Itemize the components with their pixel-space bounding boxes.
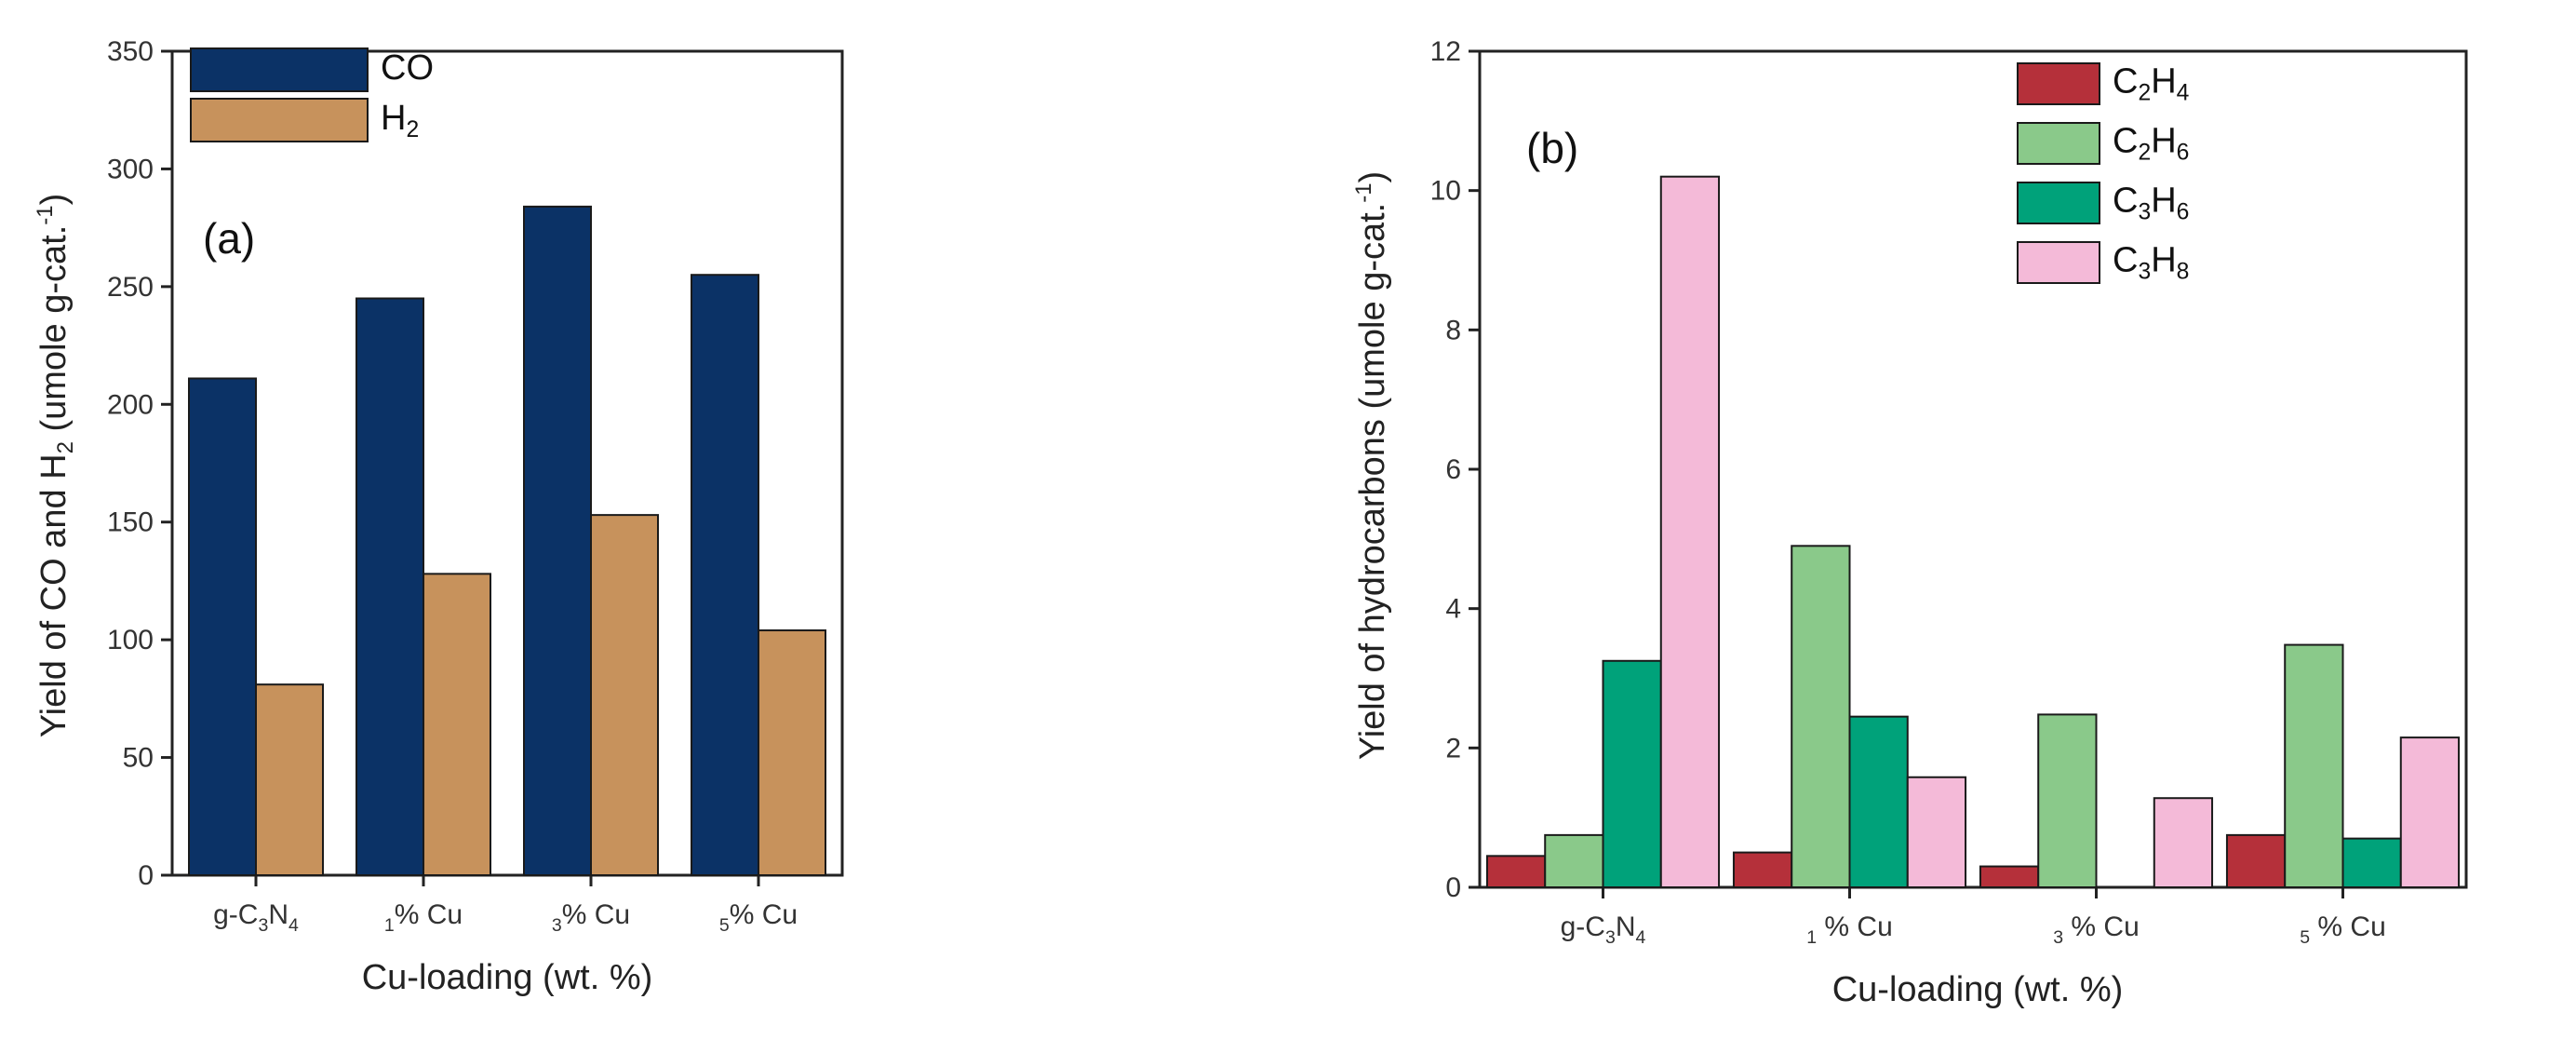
bar-co-2 [523, 205, 592, 876]
bar-c3h6-0 [1602, 659, 1662, 889]
y-tick-label: 0 [138, 860, 154, 891]
bar-c2h6-0 [1544, 833, 1604, 888]
x-axis-label-a: Cu-loading (wt. %) [362, 958, 653, 997]
bar-c2h4-2 [1979, 865, 2040, 888]
y-tick-label: 6 [1445, 454, 1461, 485]
y-tick-label: 100 [107, 625, 154, 655]
x-tick-label: 3 % Cu [2053, 912, 2140, 948]
legend-label-c2h6: C2H6 [2113, 122, 2189, 166]
panel-a: 0 50 100 150 200 250 300 350 g-C3N4 1% Cu 3% Cu 5%… [33, 36, 844, 997]
legend-swatch-c3h6 [2017, 182, 2100, 224]
legend-label-c3h6: C3H6 [2113, 182, 2189, 225]
y-tick-label: 300 [107, 154, 154, 184]
y-axis-label-a-main: Yield of CO and H [34, 453, 74, 737]
bar-c3h6-1 [1848, 715, 1909, 888]
legend-label-c3h8: C3H8 [2113, 241, 2189, 285]
y-tick-label: 250 [107, 272, 154, 303]
y-tick-label: 350 [107, 36, 154, 67]
bar-c3h8-3 [2399, 736, 2461, 888]
bar-c2h4-1 [1732, 851, 1793, 888]
y-tick-label: 4 [1445, 594, 1461, 625]
bar-c3h8-1 [1906, 776, 1967, 888]
legend-label-h2: H2 [381, 99, 419, 142]
y-axis-label-a-unit: (umole g-cat. [34, 225, 74, 441]
x-tick-label: 5% Cu [719, 899, 798, 936]
bar-h2-1 [423, 573, 491, 876]
x-tick-label: g-C3N4 [1561, 912, 1646, 948]
bar-c2h6-1 [1791, 545, 1851, 888]
x-tick-label: 1 % Cu [1806, 912, 1893, 948]
y-axis-label-a: Yield of CO and H2 (umole g-cat.-1) [33, 194, 78, 738]
y-axis-label-b: Yield of hydrocarbons (umole g-cat.-1) [1351, 171, 1392, 760]
legend-swatch-h2 [190, 98, 369, 142]
panel-label-b: (b) [1526, 124, 1578, 172]
y-axis-label-b-main: Yield of hydrocarbons (umole g-cat. [1353, 203, 1392, 760]
legend-swatch-c2h4 [2017, 62, 2100, 105]
y-tick-label: 8 [1445, 315, 1461, 345]
y-axis-label-a-sub: 2 [53, 441, 78, 453]
y-tick-label: 50 [123, 743, 154, 774]
bar-co-0 [188, 377, 257, 876]
bar-c2h4-3 [2225, 833, 2287, 888]
x-axis-b: g-C3N4 1 % Cu 3 % Cu 5 % Cu [1561, 887, 2386, 948]
y-tick-label: 200 [107, 389, 154, 420]
bars-a [188, 205, 826, 877]
bar-c3h6-3 [2341, 837, 2402, 888]
bar-c2h4-0 [1485, 855, 1547, 889]
bar-h2-0 [255, 683, 324, 877]
x-tick-label: 3% Cu [552, 899, 630, 936]
y-tick-label: 10 [1430, 176, 1461, 207]
y-tick-label: 2 [1445, 733, 1461, 763]
legend-b: C2H4 C2H6 C3H6 C3H8 [2017, 62, 2189, 285]
y-axis-b: 0 2 4 6 8 10 12 [1430, 36, 1480, 903]
x-tick-label: 1% Cu [384, 899, 463, 936]
x-tick-label: 5 % Cu [2300, 912, 2386, 948]
bar-h2-2 [590, 514, 659, 877]
bar-co-1 [356, 297, 424, 876]
legend-label-co: CO [381, 48, 434, 88]
panel-label-a: (a) [203, 214, 255, 263]
bar-c3h8-2 [2153, 797, 2214, 888]
legend-label-c2h4: C2H4 [2113, 62, 2189, 106]
bar-c2h6-2 [2037, 713, 2098, 888]
y-axis-a: 0 50 100 150 200 250 300 350 [107, 36, 172, 891]
legend-swatch-co [190, 47, 369, 92]
x-tick-label: g-C3N4 [213, 899, 299, 936]
bar-c2h6-3 [2284, 643, 2344, 889]
bar-co-3 [691, 274, 759, 876]
x-axis-label-b: Cu-loading (wt. %) [1832, 970, 2124, 1009]
y-tick-label: 150 [107, 507, 154, 538]
panel-b: 0 2 4 6 8 10 12 g-C3N4 1 % Cu 3 % Cu 5 % Cu (b) C… [1351, 36, 2468, 1009]
y-tick-label: 0 [1445, 872, 1461, 903]
y-tick-label: 12 [1430, 36, 1461, 67]
y-axis-label-a-sup: -1 [33, 205, 58, 224]
legend-swatch-c3h8 [2017, 241, 2100, 284]
plot-frame-a [170, 49, 844, 877]
y-axis-label-b-sup: -1 [1351, 182, 1376, 202]
bars-b [1485, 175, 2461, 889]
legend-swatch-c2h6 [2017, 122, 2100, 165]
bar-c3h8-0 [1659, 175, 1721, 888]
bar-h2-3 [758, 629, 826, 876]
x-axis-a: g-C3N4 1% Cu 3% Cu 5% Cu [213, 875, 798, 936]
y-axis-label-a-close: ) [34, 194, 74, 206]
y-axis-label-b-close: ) [1353, 171, 1392, 183]
legend-a: CO H2 [190, 47, 434, 142]
